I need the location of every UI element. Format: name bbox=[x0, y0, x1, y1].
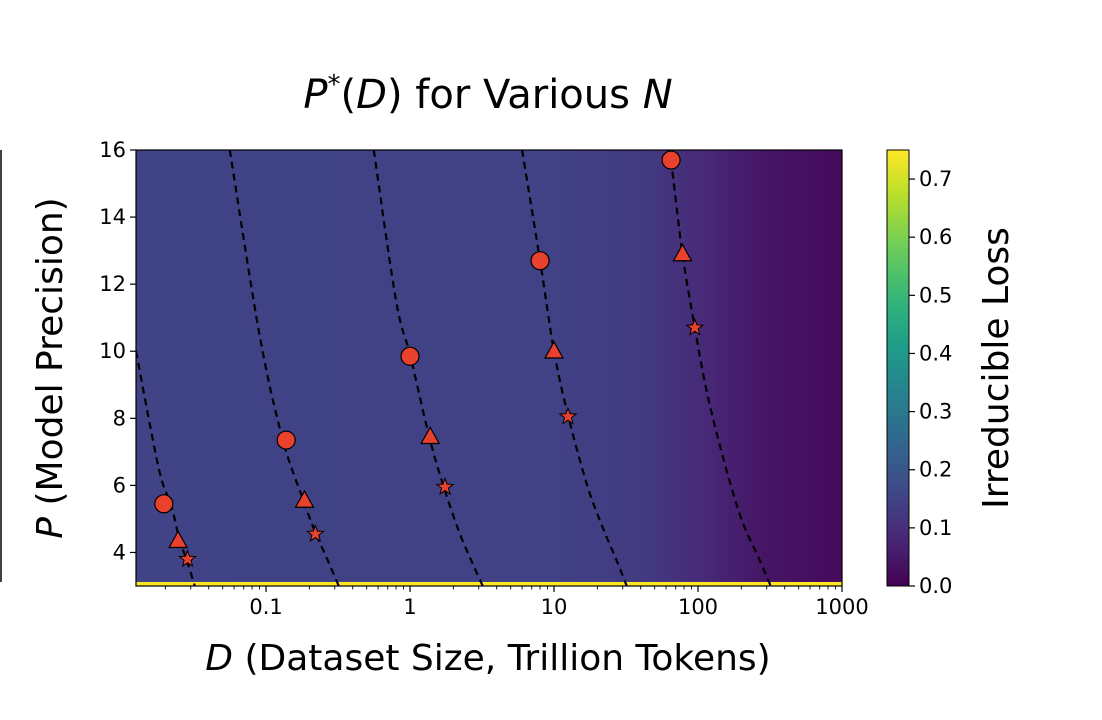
y-tick-label-7: 16 bbox=[99, 138, 126, 162]
colorbar-tick-label-2: 0.1 bbox=[919, 516, 952, 540]
circle-marker-4 bbox=[530, 251, 550, 271]
y-axis: 4 6 8 10 12 14 16 bbox=[99, 138, 136, 564]
circle-marker-1 bbox=[154, 494, 174, 514]
triangle-marker-4 bbox=[543, 340, 565, 359]
marker-layer bbox=[154, 150, 705, 568]
colorbar: 0.0 0.1 0.2 0.3 0.4 0.5 0.6 0.7 Irreducible Los… bbox=[886, 149, 1017, 598]
high-loss-band bbox=[136, 581, 842, 586]
circle-marker-3 bbox=[400, 346, 420, 366]
circle-marker-5 bbox=[661, 150, 681, 170]
x-axis-label: D (Dataset Size, Trillion Tokens) bbox=[205, 638, 770, 679]
star-marker-4 bbox=[558, 406, 578, 425]
triangle-marker-3 bbox=[420, 426, 441, 445]
colorbar-tick-label-4: 0.3 bbox=[919, 400, 952, 424]
colorbar-ticks: 0.0 0.1 0.2 0.3 0.4 0.5 0.6 0.7 bbox=[909, 167, 952, 598]
y-tick-label-3: 8 bbox=[113, 406, 126, 430]
circle-marker-2 bbox=[276, 430, 296, 450]
colorbar-label: Irreducible Loss bbox=[976, 227, 1017, 509]
x-tick-label-4: 100 bbox=[678, 595, 718, 619]
colorbar-gradient bbox=[886, 149, 910, 587]
y-tick-label-4: 10 bbox=[99, 339, 126, 363]
y-tick-label-6: 14 bbox=[99, 205, 126, 229]
star-marker-1 bbox=[178, 549, 197, 568]
triangle-marker-1 bbox=[168, 530, 189, 549]
y-axis-label: P (Model Precision) bbox=[30, 197, 71, 538]
x-axis: 0.1 1 10 100 1000 bbox=[164, 586, 869, 619]
star-marker-5 bbox=[685, 317, 705, 336]
curve-line-1 bbox=[136, 351, 196, 586]
heatmap-background bbox=[136, 150, 842, 586]
x-tick-label-1: 0.1 bbox=[249, 595, 282, 619]
plot-frame bbox=[135, 149, 843, 587]
colorbar-tick-label-6: 0.5 bbox=[919, 283, 952, 307]
y-tick-label-2: 6 bbox=[113, 473, 126, 497]
colorbar-tick-label-7: 0.6 bbox=[919, 225, 952, 249]
x-tick-label-5: 1000 bbox=[815, 595, 868, 619]
star-marker-3 bbox=[435, 477, 455, 496]
colorbar-tick-label-3: 0.2 bbox=[919, 458, 952, 482]
y-tick-label-1: 4 bbox=[113, 540, 126, 564]
triangle-marker-2 bbox=[294, 489, 315, 508]
colorbar-tick-label-1: 0.0 bbox=[919, 574, 952, 598]
star-marker-2 bbox=[305, 524, 325, 543]
colorbar-tick-label-8: 0.7 bbox=[919, 167, 952, 191]
chart-title: P*(D) for Various N bbox=[303, 70, 672, 118]
x-tick-label-3: 10 bbox=[541, 595, 568, 619]
curve-line-5 bbox=[668, 150, 772, 586]
x-tick-label-2: 1 bbox=[403, 595, 416, 619]
plot-area bbox=[136, 150, 842, 586]
y-tick-label-5: 12 bbox=[99, 272, 126, 296]
colorbar-tick-label-5: 0.4 bbox=[919, 341, 952, 365]
triangle-marker-5 bbox=[672, 243, 693, 262]
